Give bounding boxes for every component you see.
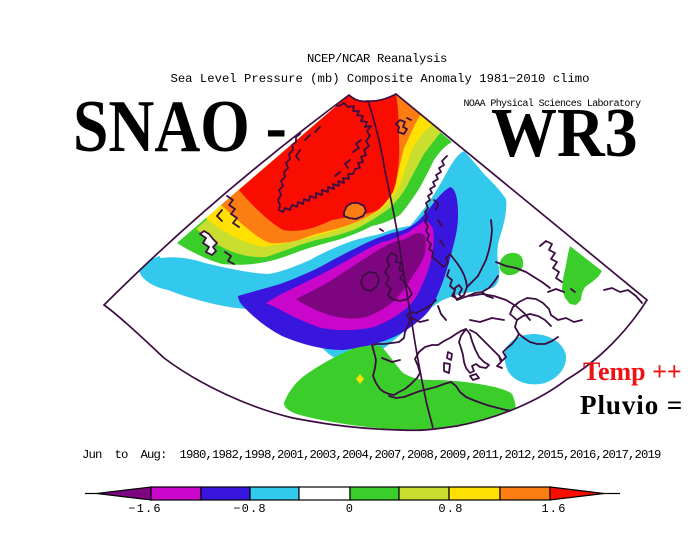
svg-text:Sea Level Pressure (mb) Compos: Sea Level Pressure (mb) Composite Anomal… <box>170 72 589 86</box>
svg-text:−0.8: −0.8 <box>233 502 267 516</box>
svg-text:SNAO -: SNAO - <box>73 86 287 167</box>
svg-text:Temp ++: Temp ++ <box>583 357 682 386</box>
svg-text:1.6: 1.6 <box>541 502 566 516</box>
svg-text:NOAA Physical Sciences Laborat: NOAA Physical Sciences Laboratory <box>464 98 642 110</box>
svg-text:0.8: 0.8 <box>438 502 463 516</box>
svg-text:NCEP/NCAR Reanalysis: NCEP/NCAR Reanalysis <box>307 52 447 66</box>
svg-text:Jun to Aug: 1980,1982,1998,: Jun to Aug: 1980,1982,1998,2001,2003,200… <box>82 448 661 462</box>
svg-text:0: 0 <box>346 502 354 516</box>
svg-text:−1.6: −1.6 <box>128 502 162 516</box>
svg-text:Pluvio =: Pluvio = <box>580 390 683 420</box>
svg-text:WR3: WR3 <box>491 93 638 171</box>
